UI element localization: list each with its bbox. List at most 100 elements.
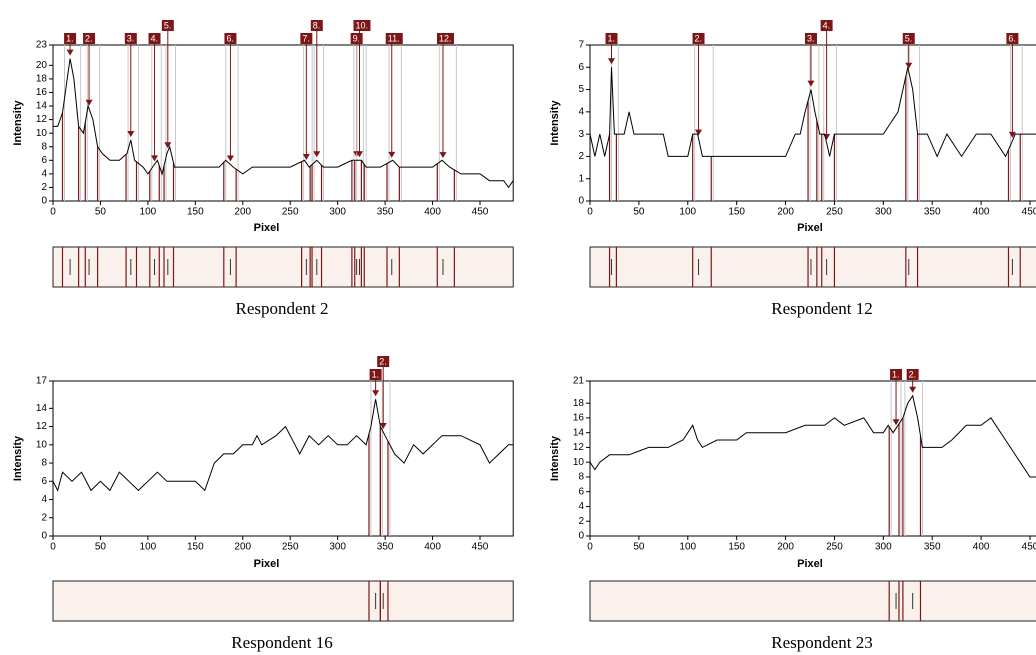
lane-strip [53, 581, 513, 621]
x-axis-title: Pixel [797, 222, 823, 234]
y-tick-label: 4 [41, 169, 47, 180]
y-tick-label: 0 [578, 196, 584, 207]
x-tick-label: 50 [95, 207, 107, 218]
y-tick-label: 2 [41, 182, 47, 193]
peak-label: 1. [892, 369, 900, 379]
y-tick-label: 10 [573, 457, 585, 468]
x-tick-label: 0 [587, 207, 593, 218]
x-tick-label: 300 [329, 207, 346, 218]
chart: 0246810121417050100150200250300350400450… [12, 356, 513, 652]
x-tick-label: 300 [875, 542, 892, 553]
y-tick-label: 23 [36, 40, 48, 51]
x-tick-label: 300 [329, 542, 346, 553]
y-tick-label: 4 [578, 106, 584, 117]
peak-label: 2. [695, 33, 703, 43]
lane-strip [53, 247, 513, 287]
peak-label: 10. [355, 20, 368, 30]
caption: Respondent 12 [771, 299, 873, 318]
peak-label: 11. [388, 33, 400, 43]
caption: Respondent 16 [231, 633, 333, 652]
x-tick-label: 200 [777, 207, 794, 218]
x-tick-label: 0 [50, 542, 56, 553]
y-axis-title: Intensity [549, 435, 561, 481]
y-tick-label: 4 [578, 501, 584, 512]
y-tick-label: 6 [578, 62, 584, 73]
x-tick-label: 250 [282, 542, 299, 553]
x-tick-label: 0 [587, 542, 593, 553]
x-tick-label: 50 [95, 542, 107, 553]
x-tick-label: 450 [472, 542, 489, 553]
y-tick-label: 1 [578, 173, 584, 184]
peak-label: 2. [909, 369, 917, 379]
x-tick-label: 100 [140, 207, 157, 218]
y-tick-label: 12 [573, 442, 585, 453]
caption: Respondent 2 [235, 299, 328, 318]
x-tick-label: 350 [924, 207, 941, 218]
peak-label: 3. [807, 33, 815, 43]
peak-label: 2. [85, 33, 93, 43]
y-tick-label: 0 [41, 531, 47, 542]
y-tick-label: 2 [578, 516, 584, 527]
x-tick-label: 100 [140, 542, 157, 553]
y-tick-label: 8 [41, 141, 47, 152]
x-tick-label: 50 [633, 207, 645, 218]
peak-label: 1. [66, 33, 74, 43]
x-tick-label: 250 [826, 542, 843, 553]
y-tick-label: 0 [41, 196, 47, 207]
peak-label: 3. [127, 33, 135, 43]
y-tick-label: 6 [41, 155, 47, 166]
y-tick-label: 2 [41, 512, 47, 523]
y-tick-label: 21 [573, 376, 585, 387]
x-tick-label: 300 [875, 207, 892, 218]
y-tick-label: 6 [578, 486, 584, 497]
y-tick-label: 10 [36, 439, 48, 450]
peak-label: 7. [302, 33, 310, 43]
y-axis-title: Intensity [12, 100, 24, 146]
x-tick-label: 150 [728, 207, 745, 218]
plot-frame [53, 45, 513, 201]
x-tick-label: 450 [1022, 542, 1036, 553]
x-tick-label: 350 [377, 207, 394, 218]
x-axis-title: Pixel [254, 558, 280, 570]
peak-label: 4. [151, 33, 159, 43]
plot-frame [53, 381, 513, 536]
x-tick-label: 400 [973, 542, 990, 553]
peak-label: 1. [372, 369, 380, 379]
y-tick-label: 14 [573, 427, 585, 438]
y-tick-label: 8 [41, 458, 47, 469]
y-tick-label: 12 [36, 114, 48, 125]
y-tick-label: 17 [36, 376, 48, 387]
peak-label: 5. [164, 20, 172, 30]
x-tick-label: 200 [777, 542, 794, 553]
y-tick-label: 3 [578, 129, 584, 140]
caption: Respondent 23 [771, 633, 873, 652]
y-axis-title: Intensity [12, 435, 24, 481]
y-tick-label: 18 [573, 398, 585, 409]
x-tick-label: 200 [234, 542, 251, 553]
chart: 0246810121416182023050100150200250300350… [12, 20, 513, 318]
y-tick-label: 6 [41, 476, 47, 487]
x-tick-label: 250 [826, 207, 843, 218]
peak-label: 5. [905, 33, 913, 43]
x-tick-label: 450 [1022, 207, 1036, 218]
y-tick-label: 5 [578, 84, 584, 95]
x-tick-label: 350 [377, 542, 394, 553]
y-tick-label: 10 [36, 128, 48, 139]
y-tick-label: 8 [578, 472, 584, 483]
peak-label: 4. [823, 20, 831, 30]
x-axis-title: Pixel [254, 222, 280, 234]
x-tick-label: 150 [728, 542, 745, 553]
x-tick-label: 100 [679, 207, 696, 218]
lane-strip [590, 581, 1036, 621]
peak-label: 6. [226, 33, 234, 43]
y-tick-label: 16 [573, 413, 585, 424]
x-tick-label: 450 [472, 207, 489, 218]
x-tick-label: 50 [633, 542, 645, 553]
y-tick-label: 7 [578, 40, 584, 51]
y-tick-label: 20 [36, 60, 48, 71]
x-tick-label: 400 [973, 207, 990, 218]
peak-label: 2. [379, 356, 387, 366]
chart: 0246810121416182105010015020025030035040… [549, 369, 1036, 652]
y-tick-label: 14 [36, 403, 48, 414]
